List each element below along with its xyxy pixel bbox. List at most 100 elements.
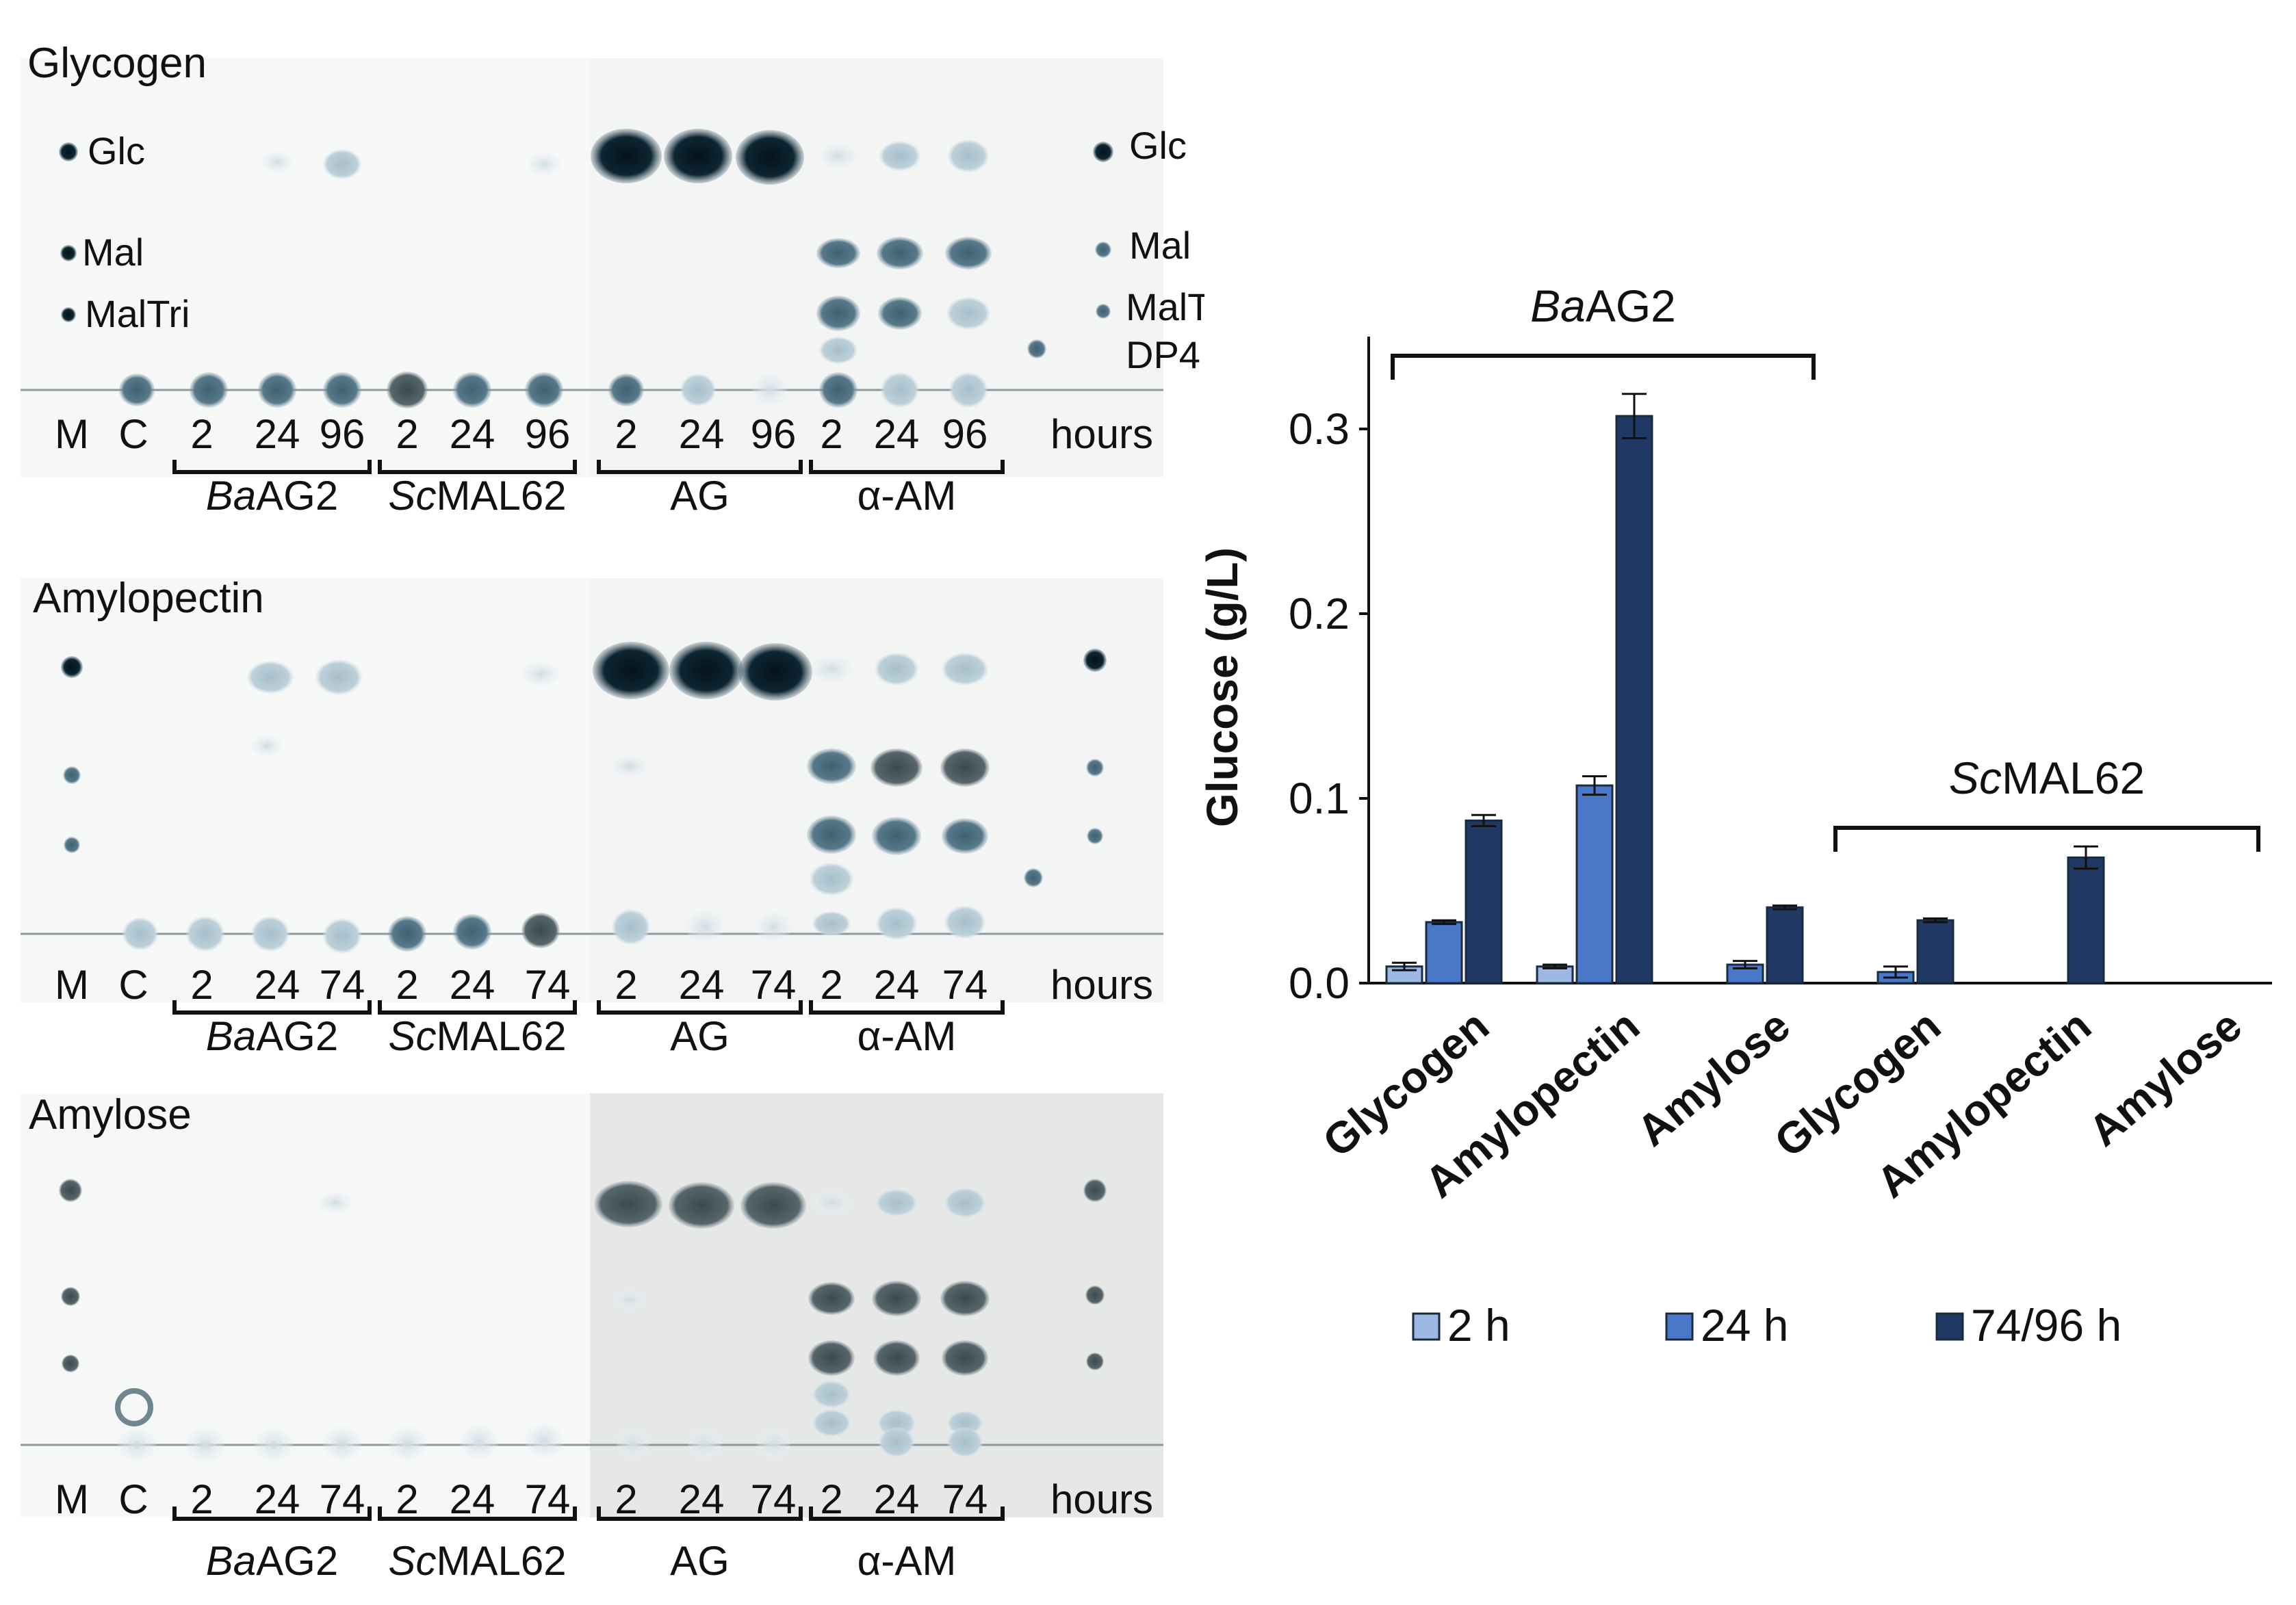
group-bracket	[809, 1506, 1005, 1521]
group-brackets-3: BaAG2 ScMAL62 AG α-AM	[172, 1506, 1005, 1584]
bar	[1465, 819, 1503, 984]
lane-label: 24	[874, 962, 920, 1008]
lane-label: 96	[751, 411, 797, 457]
group-label: AG	[670, 1538, 730, 1584]
lane-label: 24	[679, 1476, 725, 1522]
lane-label: 2	[190, 962, 213, 1008]
marker-label-maltri: MalTri	[85, 292, 190, 335]
group-bracket	[378, 1506, 577, 1521]
lane-label: 2	[190, 1476, 213, 1522]
lane-label: hours	[1050, 962, 1153, 1008]
lane-label: 2	[396, 962, 418, 1008]
group-bracket	[172, 1000, 372, 1015]
legend-swatch	[1665, 1312, 1694, 1341]
lane-label: 74	[525, 962, 571, 1008]
lane-label: 74	[751, 1476, 797, 1522]
lane-label: 2	[615, 962, 637, 1008]
group-bracket	[378, 1000, 577, 1015]
group-bracket	[597, 1000, 803, 1015]
group-bracket	[378, 460, 577, 474]
bar	[1876, 971, 1915, 984]
category-label: Amylose	[2079, 1001, 2251, 1156]
lane-label: 2	[396, 411, 418, 457]
group-label: AG	[670, 1013, 730, 1059]
marker-spot	[59, 142, 78, 161]
group-bracket	[172, 1506, 372, 1521]
group-label: ScMAL62	[388, 473, 566, 519]
category-label: Glycogen	[1765, 1001, 1950, 1167]
lane-label: M	[55, 411, 89, 457]
lane-label: hours	[1050, 411, 1153, 457]
panel-title-amylose: Amylose	[29, 1091, 192, 1138]
y-tick-label: 0.3	[1289, 404, 1350, 454]
lane-label: 24	[255, 411, 300, 457]
y-tick-label: 0.2	[1289, 589, 1350, 638]
panel-title-glycogen: Glycogen	[27, 40, 207, 87]
oligo-spots	[807, 748, 990, 936]
y-tick-label: 0.0	[1289, 958, 1350, 1008]
lane-label: 2	[820, 962, 842, 1008]
marker-label-right-mal: Mal	[1129, 224, 1191, 267]
plate-left-1	[21, 58, 595, 477]
lane-label: 74	[942, 962, 988, 1008]
lane-label: 24	[679, 411, 725, 457]
category-label: Amylopectin	[1868, 1001, 2100, 1208]
marker-spot	[1093, 142, 1113, 162]
group-bracket	[809, 1000, 1005, 1015]
group-bracket	[172, 460, 372, 474]
lane-label: M	[55, 962, 89, 1008]
marker-label-mal: Mal	[82, 231, 144, 274]
lane-label: 2	[820, 1476, 842, 1522]
plate-right-2	[590, 578, 1163, 1002]
lane-label: 74	[525, 1476, 571, 1522]
group-label: BaAG2	[206, 1013, 338, 1059]
oligo-spots	[808, 1281, 990, 1437]
group-label: ScMAL62	[388, 1013, 566, 1059]
lane-label: 24	[255, 962, 300, 1008]
lane-label: 96	[942, 411, 988, 457]
bar	[1575, 784, 1614, 984]
lane-label: 24	[874, 1476, 920, 1522]
lane-label: 74	[320, 1476, 365, 1522]
lane-label: 24	[874, 411, 920, 457]
lane-label: 96	[525, 411, 571, 457]
legend-label: 74/96 h	[1971, 1300, 2121, 1350]
lane-label: 2	[615, 411, 637, 457]
bar	[1726, 963, 1764, 984]
legend-label: 2 h	[1447, 1300, 1510, 1350]
group-label: AG	[670, 473, 730, 519]
group-bracket	[597, 460, 803, 474]
panel-title-amylopectin: Amylopectin	[33, 575, 264, 622]
origin-spots	[118, 1423, 983, 1463]
chart-group-bracket	[1391, 354, 1816, 380]
lane-labels-1: M C 2 24 96 2 24 96 2 24 96 2 24 96 hours	[55, 411, 1153, 457]
lane-label: 74	[751, 962, 797, 1008]
marker-spot	[60, 245, 77, 261]
category-label: Amylose	[1627, 1001, 1799, 1156]
lane-label: 2	[615, 1476, 637, 1522]
chart-group-bracket	[1833, 826, 2260, 852]
category-label: Amylopectin	[1416, 1001, 1649, 1208]
lane-label: hours	[1050, 1476, 1153, 1522]
group-bracket	[809, 460, 1005, 474]
lane-label: M	[55, 1476, 89, 1522]
lane-label: 96	[320, 411, 365, 457]
glucose-spots	[262, 129, 989, 185]
marker-spot	[1095, 242, 1111, 258]
lane-label: 24	[450, 1476, 495, 1522]
chart-group-label: ScMAL62	[1949, 753, 2145, 803]
tlc-panel-amylopectin: Amylopectin	[21, 575, 1163, 1059]
marker-spot	[61, 307, 76, 322]
lane-label: C	[118, 962, 148, 1008]
bar	[1766, 906, 1804, 984]
category-label: Glycogen	[1313, 1001, 1498, 1167]
marker-label-right-glc: Glc	[1129, 124, 1187, 167]
lane-label: 24	[679, 962, 725, 1008]
marker-spot	[1096, 304, 1111, 319]
tlc-panel-glycogen: Glycogen Glc Mal MalTri Glc Mal MalTri D…	[21, 40, 1204, 519]
y-axis-label: Glucose (g/L)	[1198, 547, 1247, 827]
lane-labels-2: M C 2 24 74 2 24 74 2 24 74 2 24 74 hours	[55, 962, 1153, 1008]
legend-swatch	[1935, 1312, 1964, 1341]
y-tick-label: 0.1	[1289, 774, 1350, 823]
lane-label: 74	[942, 1476, 988, 1522]
